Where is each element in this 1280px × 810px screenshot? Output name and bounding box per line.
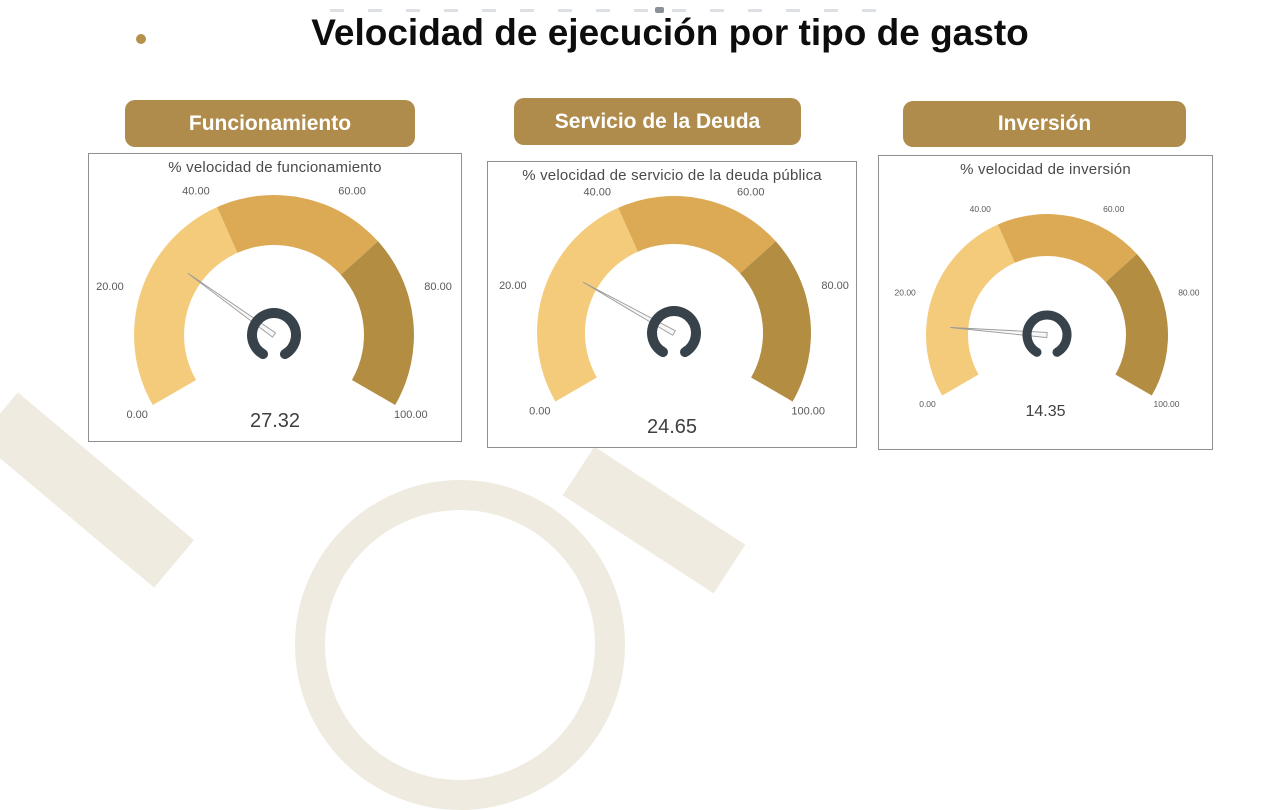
- gauge-segment: [1105, 254, 1169, 396]
- header-button-funcionamiento[interactable]: Funcionamiento: [125, 100, 415, 147]
- gauge-tick-label: 80.00: [821, 280, 849, 292]
- gauge-tick-label: 40.00: [182, 186, 210, 198]
- gauge-needle: [582, 281, 676, 336]
- header-button-inversion[interactable]: Inversión: [903, 101, 1186, 147]
- gauge-hub-icon: [247, 308, 301, 360]
- gauge-segment: [217, 195, 378, 275]
- gauge-tick-label: 0.00: [919, 399, 936, 409]
- gauge-segment: [134, 207, 238, 405]
- gauge-tick-label: 40.00: [970, 204, 992, 214]
- gauge-tick-label: 80.00: [424, 281, 452, 293]
- gauge-title-inversion: % velocidad de inversión: [960, 161, 1131, 178]
- gauge-value-servicio-deuda: 24.65: [646, 416, 698, 438]
- gauge-card-inversion[interactable]: % velocidad de inversión 0.00 20.00 40.00 6…: [878, 155, 1213, 450]
- gauge-tick-label: 0.00: [529, 405, 550, 417]
- gauge-card-funcionamiento[interactable]: % velocidad de funcionamiento 0.00 20.00 4…: [88, 153, 462, 442]
- gauge-segment: [740, 241, 811, 402]
- gauge-tick-label: 100.00: [791, 405, 825, 417]
- cropped-text-fragments: [330, 9, 890, 12]
- gauge-segment: [537, 207, 638, 402]
- gauge-tick-label: 60.00: [737, 186, 765, 198]
- page-title: Velocidad de ejecución por tipo de gasto: [311, 12, 1029, 53]
- gauge-value-funcionamiento: 27.32: [249, 410, 301, 432]
- gauge-segment: [340, 241, 414, 405]
- gauge-tick-label: 20.00: [895, 287, 917, 297]
- gauge-card-servicio-deuda[interactable]: % velocidad de servicio de la deuda públ…: [487, 161, 857, 448]
- gauge-title-servicio-deuda: % velocidad de servicio de la deuda públ…: [522, 167, 822, 184]
- gauge-hub-icon: [1022, 310, 1072, 357]
- bullet-icon: [136, 34, 146, 44]
- gauge-tick-label: 20.00: [499, 280, 527, 292]
- gauge-tick-label: 40.00: [583, 186, 611, 198]
- gauge-value-inversion: 14.35: [1025, 403, 1066, 420]
- watermark-circle-ring: [295, 480, 625, 810]
- gauge-tick-label: 100.00: [394, 409, 428, 421]
- gauge-segment: [997, 214, 1137, 283]
- gauge-hub-icon: [647, 306, 701, 358]
- gauge-segment: [926, 224, 1015, 396]
- gauge-segment: [618, 195, 776, 274]
- gauge-tick-label: 60.00: [338, 186, 366, 198]
- cropped-text-fragment-dark: [655, 7, 664, 13]
- gauge-tick-label: 80.00: [1178, 287, 1200, 297]
- gauge-chart-inversion[interactable]: 0.00 20.00 40.00 60.00 80.00 100.00: [879, 156, 1211, 448]
- gauge-tick-label: 0.00: [126, 409, 147, 421]
- gauge-tick-label: 60.00: [1103, 204, 1125, 214]
- gauge-needle: [187, 272, 277, 338]
- gauge-tick-label: 100.00: [1154, 399, 1180, 409]
- gauge-chart-servicio-deuda[interactable]: 0.00 20.00 40.00 60.00 80.00 100.00: [488, 162, 855, 446]
- gauge-title-funcionamiento: % velocidad de funcionamiento: [168, 159, 382, 176]
- gauge-chart-funcionamiento[interactable]: 0.00 20.00 40.00 60.00 80.00 100.00: [89, 154, 460, 440]
- header-button-servicio-deuda[interactable]: Servicio de la Deuda: [514, 98, 801, 145]
- gauge-tick-label: 20.00: [96, 281, 124, 293]
- title-row: Velocidad de ejecución por tipo de gasto: [0, 12, 1280, 67]
